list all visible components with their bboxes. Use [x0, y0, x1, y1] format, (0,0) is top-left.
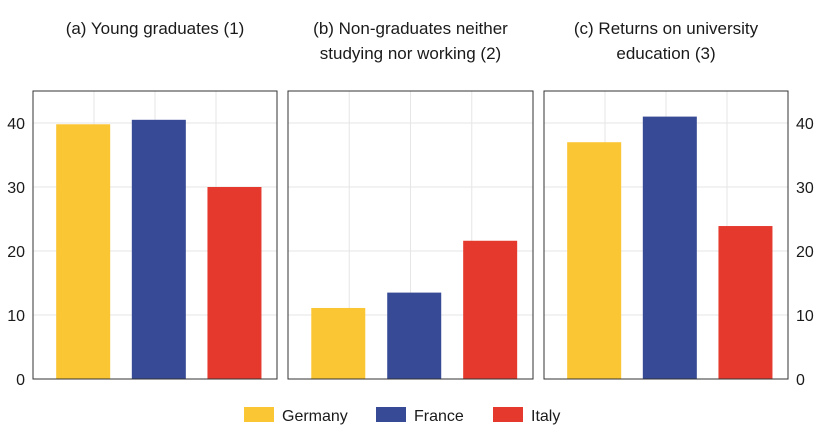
legend-swatch-italy	[493, 407, 523, 422]
bar-italy	[207, 187, 262, 379]
y-tick-label: 20	[796, 244, 814, 261]
legend-label-france: France	[414, 408, 464, 425]
panel-frame	[287, 90, 534, 380]
legend-swatch-france	[376, 407, 406, 422]
panel-title: (b) Non-graduates neither	[313, 19, 508, 38]
y-tick-label: 30	[796, 180, 814, 197]
panel-frame	[32, 90, 278, 380]
bar-italy	[463, 240, 518, 379]
y-tick-label: 40	[7, 116, 25, 133]
y-tick-label: 40	[796, 116, 814, 133]
bar-france	[642, 116, 697, 379]
panel-title: education (3)	[616, 44, 715, 63]
y-tick-label: 10	[7, 308, 25, 325]
panel-title: studying nor working (2)	[320, 44, 501, 63]
bar-france	[131, 119, 186, 380]
panel-title: (c) Returns on university	[574, 19, 759, 38]
bar-germany	[311, 307, 366, 379]
legend-swatch-germany	[244, 407, 274, 422]
legend-label-germany: Germany	[282, 408, 348, 425]
panel-title: (a) Young graduates (1)	[66, 19, 245, 38]
bar-germany	[567, 142, 622, 379]
bar-italy	[718, 226, 773, 379]
panel-frame	[543, 90, 789, 380]
y-tick-label: 0	[796, 372, 805, 389]
bar-germany	[56, 124, 111, 379]
y-tick-label: 10	[796, 308, 814, 325]
y-tick-label: 30	[7, 180, 25, 197]
bar-france	[387, 292, 442, 379]
legend-label-italy: Italy	[531, 408, 560, 425]
y-tick-label: 20	[7, 244, 25, 261]
y-tick-label: 0	[16, 372, 25, 389]
